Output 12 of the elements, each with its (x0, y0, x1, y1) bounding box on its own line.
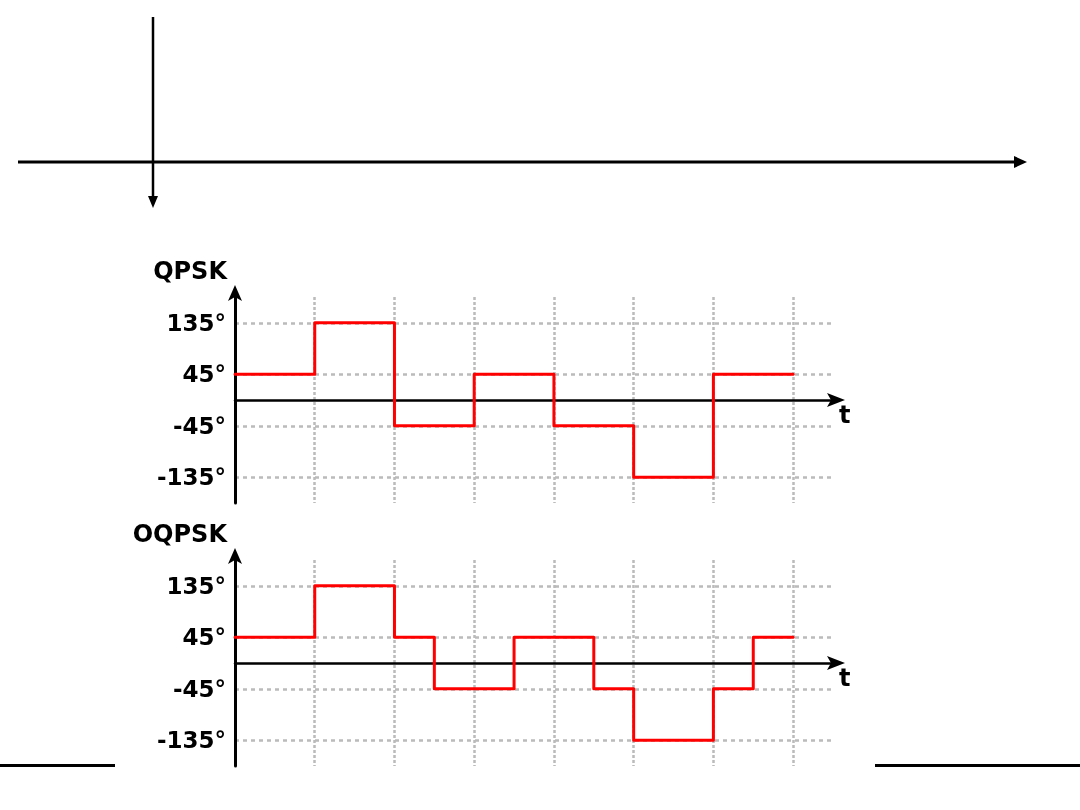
y-tick-label: 45° (182, 624, 226, 651)
y-tick-label: -135° (156, 727, 226, 754)
y-tick-label: 45° (182, 361, 226, 388)
y-tick-label: -45° (172, 412, 226, 439)
y-tick-label: 135° (166, 309, 226, 336)
y-axis-title: QPSK (153, 257, 229, 285)
x-axis-title: t (839, 664, 851, 692)
y-tick-label: 135° (166, 572, 226, 599)
y-axis-title: OQPSK (132, 520, 229, 548)
x-axis-title: t (839, 401, 851, 429)
y-tick-label: -45° (172, 675, 226, 702)
y-tick-label: -135° (156, 464, 226, 491)
